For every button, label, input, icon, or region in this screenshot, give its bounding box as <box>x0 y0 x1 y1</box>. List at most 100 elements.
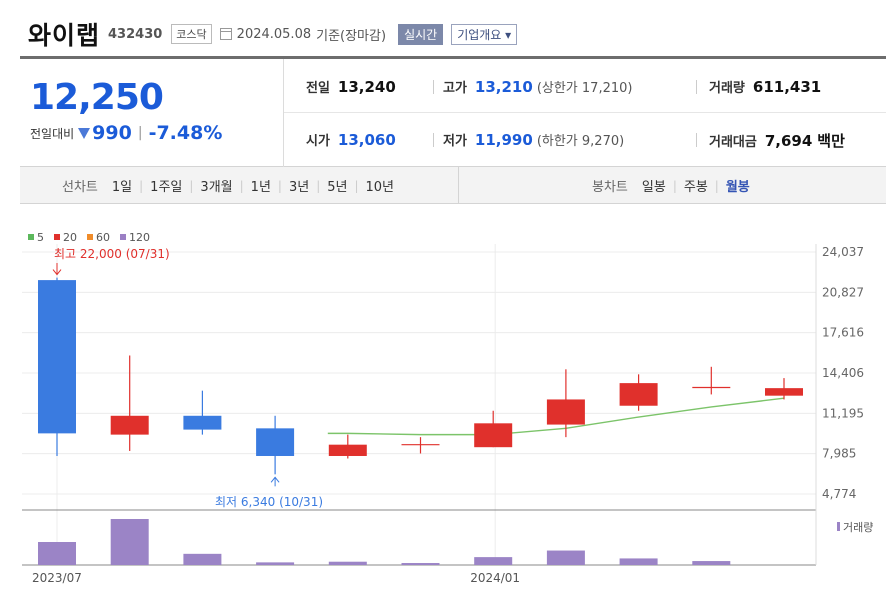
y-tick-label: 14,406 <box>822 366 864 380</box>
tab-line-3[interactable]: 1년 <box>250 180 271 195</box>
stat-high: 고가 13,210 (상한가 17,210) <box>443 77 632 96</box>
tab-candle-2[interactable]: 월봉 <box>725 180 750 195</box>
y-tick-label: 11,195 <box>822 406 864 420</box>
stat-amount: 거래대금 7,694 백만 <box>709 130 845 151</box>
candle-body <box>183 415 222 430</box>
chart-tabbar: 선차트 1일 | 1주일 | 3개월 | 1년 | 3년 | 5년 | 10년 봉차트 일봉 | 주봉 | 월봉 <box>20 167 886 204</box>
stock-code: 432430 <box>108 26 163 42</box>
volume-bar <box>38 542 76 565</box>
tab-candle-1[interactable]: 주봉 <box>683 180 708 195</box>
tab-separator: | <box>714 178 719 193</box>
legend-swatch <box>87 234 93 240</box>
tab-separator: | <box>189 178 194 193</box>
change-line: 전일대비 990 | -7.48% <box>30 122 222 144</box>
candle-body <box>110 415 149 435</box>
candle-body <box>546 399 585 425</box>
tab-separator: | <box>316 178 321 193</box>
volume-bar <box>110 519 149 565</box>
stat-label: 거래량 <box>709 81 745 96</box>
tab-line-6[interactable]: 10년 <box>365 180 395 195</box>
stat-label: 저가 <box>443 134 467 149</box>
candle-body <box>765 388 803 396</box>
stat-value: 7,694 <box>764 132 813 150</box>
stat-label: 전일 <box>306 81 330 96</box>
stat-value: 611,431 <box>752 78 822 96</box>
stat-label: 시가 <box>306 134 330 149</box>
legend-label: 20 <box>63 231 77 244</box>
stat-divider <box>696 80 697 94</box>
company-name: 와이랩 <box>28 21 101 50</box>
stat-value: 11,990 <box>474 131 533 149</box>
y-tick-label: 24,037 <box>822 245 864 259</box>
high-annotation: 최고 22,000 (07/31) <box>54 247 170 261</box>
stat-divider <box>433 80 434 94</box>
volume-legend-swatch <box>837 522 840 531</box>
tab-line-5[interactable]: 5년 <box>327 180 348 195</box>
candle-body <box>619 383 658 406</box>
tab-divider <box>458 167 459 204</box>
y-tick-label: 7,985 <box>822 447 856 461</box>
stat-unit: 백만 <box>817 132 845 150</box>
tab-line-4[interactable]: 3년 <box>288 180 310 195</box>
calendar-icon <box>219 28 232 40</box>
stat-prev-close: 전일 13,240 <box>306 77 396 96</box>
stat-low: 저가 11,990 (하한가 9,270) <box>443 130 624 149</box>
change-percent: -7.48% <box>148 122 223 144</box>
tab-line-1[interactable]: 1주일 <box>150 180 183 195</box>
volume-bar <box>256 562 295 565</box>
high-arrow-icon <box>52 269 62 276</box>
candle-body <box>256 428 295 456</box>
tab-separator: | <box>239 178 244 193</box>
separator: | <box>137 125 143 141</box>
ma5-line <box>327 397 785 436</box>
market-badge: 코스닥 <box>171 24 212 44</box>
down-arrow-icon <box>78 127 91 139</box>
x-tick-label: 2024/01 <box>470 571 520 585</box>
legend-swatch <box>28 234 34 240</box>
candle-body <box>328 444 367 456</box>
stat-sub: (하한가 9,270) <box>536 134 625 149</box>
legend-label: 120 <box>129 231 150 244</box>
volume-bar <box>619 558 658 565</box>
row-divider <box>284 112 886 113</box>
y-tick-label: 20,827 <box>822 285 864 299</box>
realtime-button[interactable]: 실시간 <box>398 23 444 45</box>
tab-separator: | <box>354 178 359 193</box>
volume-label: 거래량 <box>843 521 873 534</box>
volume-bar <box>328 561 367 565</box>
stat-divider <box>696 133 697 147</box>
volume-bar <box>546 550 585 565</box>
tab-separator: | <box>672 178 677 193</box>
company-info-dropdown[interactable]: 기업개요 ▾ <box>451 23 518 45</box>
candle-body <box>474 423 513 448</box>
low-arrow-icon <box>270 476 280 483</box>
x-tick-label: 2023/07 <box>32 571 82 585</box>
quote-date: 2024.05.08 <box>236 26 312 42</box>
tab-candle-0[interactable]: 일봉 <box>641 180 666 195</box>
legend-label: 5 <box>37 231 44 244</box>
volume-bar <box>183 553 222 565</box>
tab-line-2[interactable]: 3개월 <box>200 180 233 195</box>
volume-bar <box>474 557 513 565</box>
legend-swatch <box>120 234 126 240</box>
candle-body <box>38 280 76 434</box>
candlestick-chart: 24,037 20,827 17,616 14,406 11,195 7,985 4,774… <box>22 231 873 585</box>
y-tick-label: 4,774 <box>822 487 856 501</box>
stat-volume: 거래량 611,431 <box>709 77 821 96</box>
change-value: 990 <box>92 122 132 144</box>
price-box: 12,250 전일대비 990 | -7.48% <box>20 59 284 167</box>
stat-value: 13,060 <box>337 131 396 149</box>
tab-line-0[interactable]: 1일 <box>111 180 133 195</box>
legend-swatch <box>54 234 60 240</box>
stat-value: 13,210 <box>474 78 533 96</box>
tab-separator: | <box>139 178 144 193</box>
candle-chart-title: 봉차트 <box>592 180 628 195</box>
volume-bar <box>401 563 440 565</box>
top-divider <box>20 56 886 59</box>
stat-open: 시가 13,060 <box>306 130 396 149</box>
volume-bar <box>692 561 731 565</box>
legend-label: 60 <box>96 231 110 244</box>
quote-summary: 12,250 전일대비 990 | -7.48% 전일 13,240 고가 13… <box>20 59 886 167</box>
low-annotation: 최저 6,340 (10/31) <box>215 495 323 509</box>
y-tick-label: 17,616 <box>822 326 864 340</box>
